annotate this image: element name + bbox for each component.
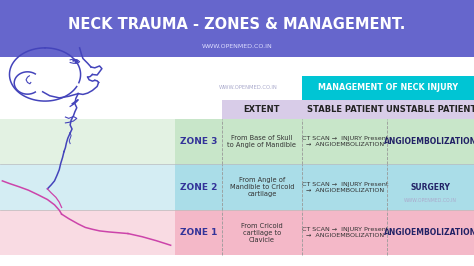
Text: STABLE PATIENT: STABLE PATIENT [307, 105, 383, 114]
Bar [302, 100, 387, 119]
Text: EXTENT: EXTENT [244, 105, 280, 114]
Text: CT SCAN →  INJURY Present
→  ANGIOEMBOLIZATION: CT SCAN → INJURY Present → ANGIOEMBOLIZA… [301, 136, 388, 147]
Text: From Angle of
Mandible to Cricoid
cartilage: From Angle of Mandible to Cricoid cartil… [230, 177, 294, 197]
Text: ZONE 1: ZONE 1 [180, 228, 217, 237]
Text: MANAGEMENT OF NECK INJURY: MANAGEMENT OF NECK INJURY [318, 84, 458, 92]
Bar [0, 210, 175, 255]
Text: ANGIOEMBOLIZATION: ANGIOEMBOLIZATION [384, 137, 474, 146]
Text: ZONE 3: ZONE 3 [180, 137, 217, 146]
Bar [302, 76, 474, 100]
Bar [0, 57, 474, 76]
Bar [0, 119, 175, 164]
Text: SURGERY: SURGERY [411, 183, 451, 192]
Bar [175, 210, 474, 255]
Text: ZONE 2: ZONE 2 [180, 183, 217, 192]
Text: WWW.OPENMED.CO.IN: WWW.OPENMED.CO.IN [201, 44, 273, 49]
Bar [175, 119, 474, 164]
Text: CT SCAN →  INJURY Present
→  ANGIOEMBOLIZATION: CT SCAN → INJURY Present → ANGIOEMBOLIZA… [301, 182, 388, 193]
Bar [175, 164, 474, 210]
Bar [0, 164, 175, 210]
Text: UNSTABLE PATIENT: UNSTABLE PATIENT [385, 105, 474, 114]
Text: From Base of Skull
to Angle of Mandible: From Base of Skull to Angle of Mandible [228, 135, 296, 148]
Bar [0, 0, 474, 57]
Bar [0, 76, 175, 100]
Text: WWW.OPENMED.CO.IN: WWW.OPENMED.CO.IN [219, 85, 278, 90]
Bar [387, 100, 474, 119]
Text: CT SCAN →  INJURY Present
→  ANGIOEMBOLIZATION: CT SCAN → INJURY Present → ANGIOEMBOLIZA… [301, 227, 388, 238]
Text: From Cricoid
cartilage to
Clavicle: From Cricoid cartilage to Clavicle [241, 223, 283, 243]
Text: WWW.OPENMED.CO.IN: WWW.OPENMED.CO.IN [404, 198, 457, 203]
Text: NECK TRAUMA - ZONES & MANAGEMENT.: NECK TRAUMA - ZONES & MANAGEMENT. [68, 16, 406, 31]
Text: ANGIOEMBOLIZATION: ANGIOEMBOLIZATION [384, 228, 474, 237]
Bar [222, 100, 302, 119]
